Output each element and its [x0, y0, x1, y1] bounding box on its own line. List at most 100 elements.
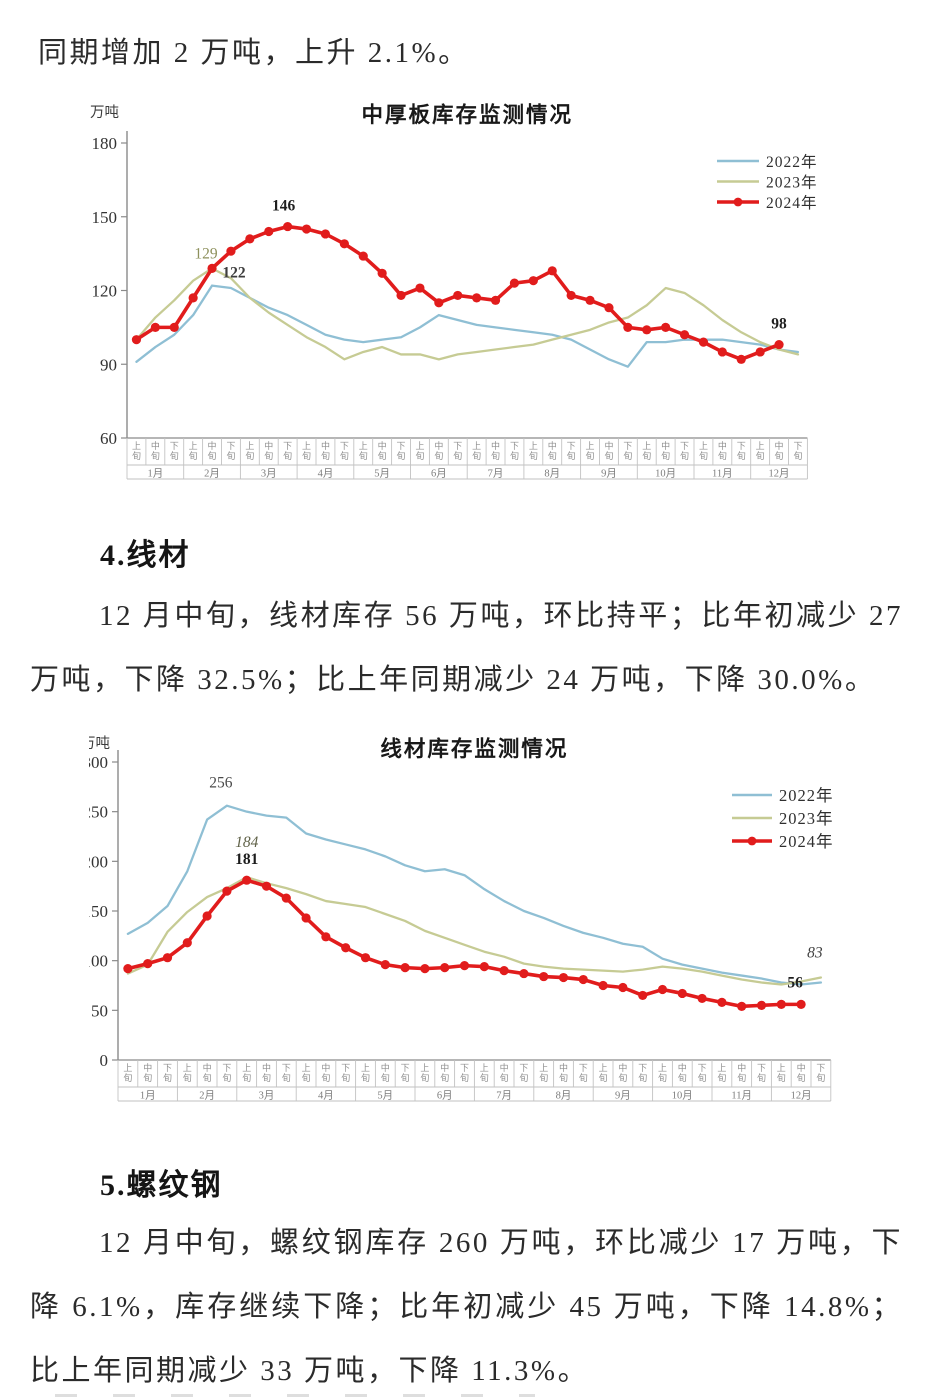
- series-marker: [320, 229, 331, 239]
- x-month-label: 6月: [431, 468, 447, 480]
- series-marker: [459, 961, 470, 971]
- x-period-label: 下旬: [282, 1063, 291, 1083]
- series-marker: [400, 963, 410, 973]
- x-month-label: 2月: [204, 468, 220, 480]
- x-period-label: 上旬: [361, 1063, 370, 1083]
- x-month-label: 1月: [140, 1090, 156, 1102]
- series-marker: [558, 972, 569, 983]
- series-marker: [420, 964, 430, 974]
- x-period-label: 中旬: [604, 440, 613, 461]
- series-line: [135, 267, 800, 361]
- chart-wire-rod: 线材库存监测情况万吨300250200150100500上旬中旬下旬上旬中旬下旬…: [89, 725, 929, 1117]
- legend-label: 2024年: [766, 194, 818, 212]
- x-period-label: 下旬: [816, 1063, 825, 1083]
- series-marker: [717, 347, 727, 357]
- series-marker: [657, 984, 668, 995]
- series-marker: [226, 246, 236, 256]
- series-marker: [585, 295, 595, 305]
- series-marker: [698, 337, 709, 347]
- x-month-label: 8月: [544, 468, 560, 480]
- legend-marker: [733, 197, 743, 207]
- y-tick-label: 120: [92, 282, 118, 301]
- legend-label: 2022年: [779, 786, 834, 805]
- chart-wire-rod-svg: 线材库存监测情况万吨300250200150100500上旬中旬下旬上旬中旬下旬…: [89, 735, 834, 1102]
- x-month-label: 6月: [437, 1090, 453, 1102]
- series-marker: [796, 999, 806, 1009]
- x-month-label: 10月: [672, 1090, 693, 1102]
- y-tick-label: 150: [92, 208, 118, 227]
- x-period-label: 上旬: [132, 441, 141, 461]
- data-point-label: 56: [787, 974, 803, 991]
- x-period-label: 上旬: [302, 1063, 311, 1083]
- x-month-label: 1月: [147, 468, 163, 480]
- x-period-label: 下旬: [170, 441, 179, 461]
- x-period-label: 中旬: [378, 440, 387, 461]
- x-period-label: 中旬: [500, 1062, 509, 1083]
- chart-title: 中厚板库存监测情况: [361, 102, 573, 127]
- y-tick-label: 90: [100, 355, 117, 374]
- x-period-label: 上旬: [586, 441, 595, 461]
- series-line: [126, 878, 803, 1009]
- data-point-label: 184: [235, 834, 259, 851]
- data-point-label: 256: [209, 775, 233, 792]
- y-tick-label: 150: [89, 902, 108, 921]
- legend-label: 2024年: [779, 832, 834, 851]
- x-period-label: 上旬: [245, 441, 254, 461]
- series-marker: [261, 881, 272, 891]
- series-marker: [490, 295, 501, 305]
- x-period-label: 中旬: [203, 1062, 212, 1083]
- series-marker: [222, 886, 232, 896]
- series-marker: [440, 963, 450, 973]
- series-marker: [661, 322, 671, 332]
- series-marker: [479, 962, 489, 972]
- series-marker: [202, 911, 212, 921]
- x-period-label: 中旬: [208, 440, 217, 461]
- x-month-label: 5月: [377, 1090, 393, 1102]
- series-marker: [264, 226, 274, 237]
- x-period-label: 上旬: [302, 441, 311, 461]
- x-period-label: 下旬: [519, 1063, 528, 1083]
- x-period-label: 中旬: [321, 1062, 330, 1083]
- series-marker: [301, 224, 312, 234]
- series-marker: [321, 932, 331, 942]
- x-month-label: 7月: [488, 468, 504, 480]
- data-point-label: 122: [222, 265, 246, 282]
- series-marker: [539, 971, 549, 982]
- x-period-label: 下旬: [623, 441, 632, 461]
- x-month-label: 3月: [259, 1090, 275, 1102]
- x-period-label: 下旬: [453, 441, 462, 461]
- x-period-label: 下旬: [579, 1063, 588, 1083]
- series-marker: [578, 974, 588, 985]
- x-period-label: 上旬: [480, 1063, 489, 1083]
- series-marker: [547, 266, 557, 276]
- x-period-label: 下旬: [163, 1063, 172, 1083]
- x-period-label: 下旬: [401, 1063, 410, 1083]
- x-month-label: 9月: [601, 468, 617, 480]
- series-marker: [301, 913, 311, 923]
- series-marker: [188, 293, 198, 303]
- x-period-label: 上旬: [699, 441, 708, 461]
- x-period-label: 中旬: [264, 440, 273, 461]
- x-month-label: 5月: [374, 468, 390, 480]
- series-marker: [737, 1001, 747, 1011]
- x-month-label: 2月: [199, 1090, 215, 1102]
- x-period-label: 下旬: [737, 441, 746, 461]
- x-period-label: 中旬: [678, 1062, 687, 1083]
- series-marker: [697, 993, 707, 1004]
- x-month-label: 4月: [318, 468, 334, 480]
- x-period-label: 上旬: [599, 1063, 608, 1083]
- x-period-label: 上旬: [717, 1063, 726, 1083]
- x-month-label: 11月: [731, 1090, 752, 1102]
- chart-medium-plate: 中厚板库存监测情况 万吨 180 150 120 90 60 上旬 中旬 下旬 上旬 中旬 下旬 上旬 中旬…: [89, 95, 929, 487]
- y-tick-label: 300: [89, 753, 108, 772]
- series-marker: [281, 893, 291, 903]
- x-period-label: 中旬: [737, 1062, 746, 1083]
- x-period-label: 上旬: [189, 441, 198, 461]
- y-tick-label: 0: [100, 1051, 109, 1070]
- series-marker: [677, 988, 687, 999]
- y-axis-unit-label: 万吨: [89, 735, 110, 752]
- x-period-label: 中旬: [661, 440, 670, 461]
- section-wire-rod-paragraph: 12 月中旬，线材库存 56 万吨，环比持平；比年初减少 27 万吨，下降 32…: [30, 600, 903, 696]
- x-month-label: 8月: [556, 1090, 572, 1102]
